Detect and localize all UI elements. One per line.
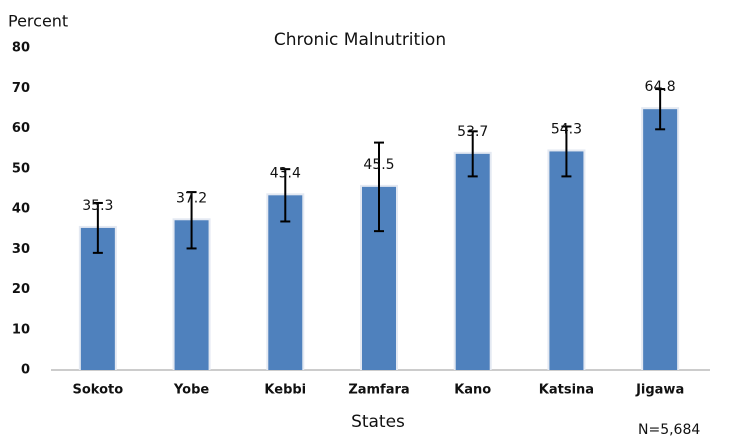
y-tick-label: 80	[12, 41, 30, 56]
error-bar	[655, 88, 666, 131]
chart-title: Chronic Malnutrition	[274, 30, 446, 50]
y-tick-label: 0	[21, 363, 30, 378]
x-tick-label: Kebbi	[264, 383, 306, 398]
value-label: 53.7	[457, 124, 488, 140]
x-tick-label: Sokoto	[73, 383, 124, 398]
x-tick-label: Yobe	[173, 383, 209, 398]
x-axis-label: States	[351, 412, 405, 432]
bar	[643, 109, 678, 371]
x-tick-label: Jigawa	[635, 383, 684, 398]
y-tick-label: 60	[12, 121, 30, 136]
value-label: 35.3	[82, 198, 113, 214]
error-bar	[561, 125, 572, 178]
y-tick-label: 50	[12, 161, 30, 176]
bar	[549, 151, 584, 370]
value-label: 54.3	[551, 121, 582, 137]
error-bar	[280, 168, 291, 223]
y-tick-label: 40	[12, 202, 30, 217]
x-tick-label: Katsina	[539, 383, 594, 398]
x-tick-label: Kano	[454, 383, 491, 398]
error-bar	[467, 130, 478, 178]
value-label: 37.2	[176, 190, 207, 206]
error-bar	[374, 141, 384, 233]
error-bar	[186, 191, 197, 250]
x-tick-label: Zamfara	[348, 383, 409, 398]
y-tick-label: 20	[12, 282, 30, 297]
value-label: 43.4	[270, 165, 301, 181]
note: N=5,684	[638, 422, 700, 438]
error-bar	[92, 201, 103, 254]
bar	[455, 153, 490, 370]
y-tick-label: 30	[12, 242, 30, 257]
y-tick-label: 70	[12, 81, 30, 96]
y-tick-label: 10	[12, 322, 30, 337]
value-label: 45.5	[363, 157, 394, 173]
bar	[268, 195, 303, 370]
y-axis-label: Percent	[8, 12, 68, 31]
value-label: 64.8	[645, 79, 676, 95]
